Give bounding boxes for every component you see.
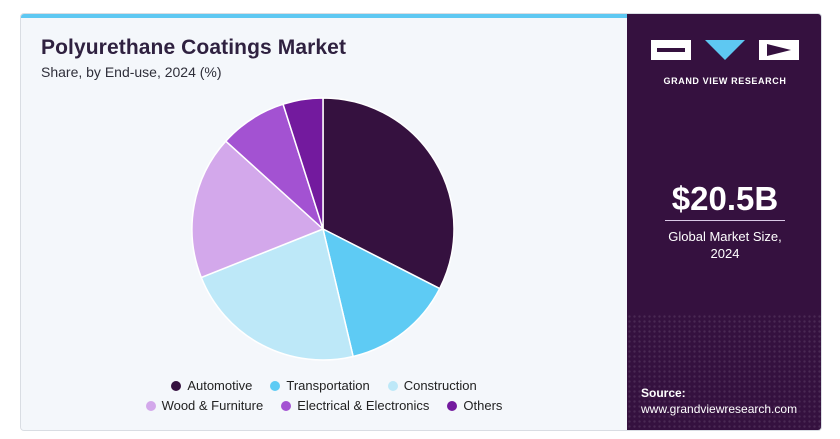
legend-swatch-icon (270, 381, 281, 391)
legend-label: Electrical & Electronics (297, 398, 430, 413)
legend-item: Others (447, 398, 502, 413)
pie-slice-others (282, 97, 324, 230)
chart-title: Polyurethane Coatings Market (41, 36, 347, 59)
pie-slice-automotive (322, 97, 455, 290)
legend-label: Others (463, 398, 503, 413)
market-size-label-line-1: Global Market Size, (668, 229, 782, 244)
legend-label: Wood & Furniture (161, 398, 264, 413)
legend-item: Wood & Furniture (145, 398, 264, 413)
accent-bar (21, 14, 627, 18)
dot-pattern (627, 314, 821, 430)
legend-swatch-icon (387, 381, 398, 391)
chart-card: Polyurethane Coatings Market Share, by E… (20, 13, 822, 431)
source-label: Source: (641, 386, 686, 400)
legend-row-2: Wood & Furniture Electrical & Electronics… (21, 398, 627, 413)
pie-slice-transportation (321, 227, 441, 358)
legend-swatch-icon (145, 401, 156, 411)
legend-swatch-icon (447, 401, 458, 411)
chart-subtitle: Share, by End-use, 2024 (%) (41, 64, 222, 80)
legend-swatch-icon (171, 381, 182, 391)
legend-item: Automotive (171, 378, 252, 393)
legend-swatch-icon (281, 401, 292, 411)
legend-label: Construction (403, 378, 477, 393)
pie-chart (191, 97, 455, 361)
legend-item: Transportation (270, 378, 370, 393)
chart-panel: Polyurethane Coatings Market Share, by E… (21, 14, 627, 430)
legend-label: Transportation (286, 378, 370, 393)
legend-item: Electrical & Electronics (281, 398, 429, 413)
pie-slice-wood-furniture (191, 140, 325, 279)
legend-label: Automotive (187, 378, 253, 393)
market-size-value: $20.5B (671, 180, 779, 217)
source-link[interactable]: www.grandviewresearch.com (641, 402, 798, 416)
market-size-label: Global Market Size, 2024 (627, 228, 821, 262)
brand-panel: GRAND VIEW RESEARCH $20.5B Global Market… (627, 14, 821, 430)
legend-item: Construction (387, 378, 477, 393)
grand-view-research-logo-icon (651, 40, 799, 60)
divider (665, 220, 785, 221)
legend-row-1: Automotive Transportation Construction (21, 378, 627, 393)
market-size-label-line-2: 2024 (710, 246, 740, 261)
logo-text: GRAND VIEW RESEARCH (663, 76, 787, 86)
pie-slice-construction (200, 227, 355, 361)
